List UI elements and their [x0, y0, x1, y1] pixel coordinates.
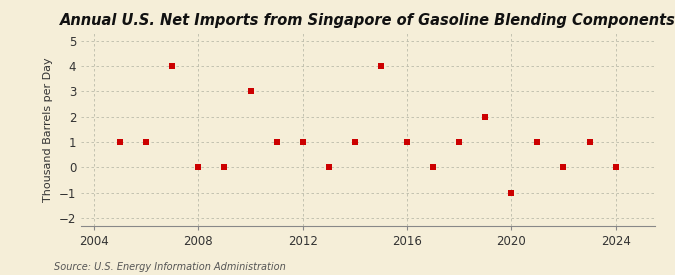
- Text: Source: U.S. Energy Information Administration: Source: U.S. Energy Information Administ…: [54, 262, 286, 272]
- Point: [532, 140, 543, 144]
- Point: [402, 140, 412, 144]
- Point: [350, 140, 360, 144]
- Point: [115, 140, 126, 144]
- Point: [558, 165, 569, 169]
- Point: [245, 89, 256, 94]
- Point: [141, 140, 152, 144]
- Point: [506, 190, 517, 195]
- Point: [167, 64, 178, 68]
- Point: [584, 140, 595, 144]
- Point: [480, 114, 491, 119]
- Point: [193, 165, 204, 169]
- Point: [323, 165, 334, 169]
- Title: Annual U.S. Net Imports from Singapore of Gasoline Blending Components: Annual U.S. Net Imports from Singapore o…: [60, 13, 675, 28]
- Y-axis label: Thousand Barrels per Day: Thousand Barrels per Day: [43, 57, 53, 202]
- Point: [297, 140, 308, 144]
- Point: [219, 165, 230, 169]
- Point: [610, 165, 621, 169]
- Point: [271, 140, 282, 144]
- Point: [454, 140, 464, 144]
- Point: [375, 64, 386, 68]
- Point: [428, 165, 439, 169]
